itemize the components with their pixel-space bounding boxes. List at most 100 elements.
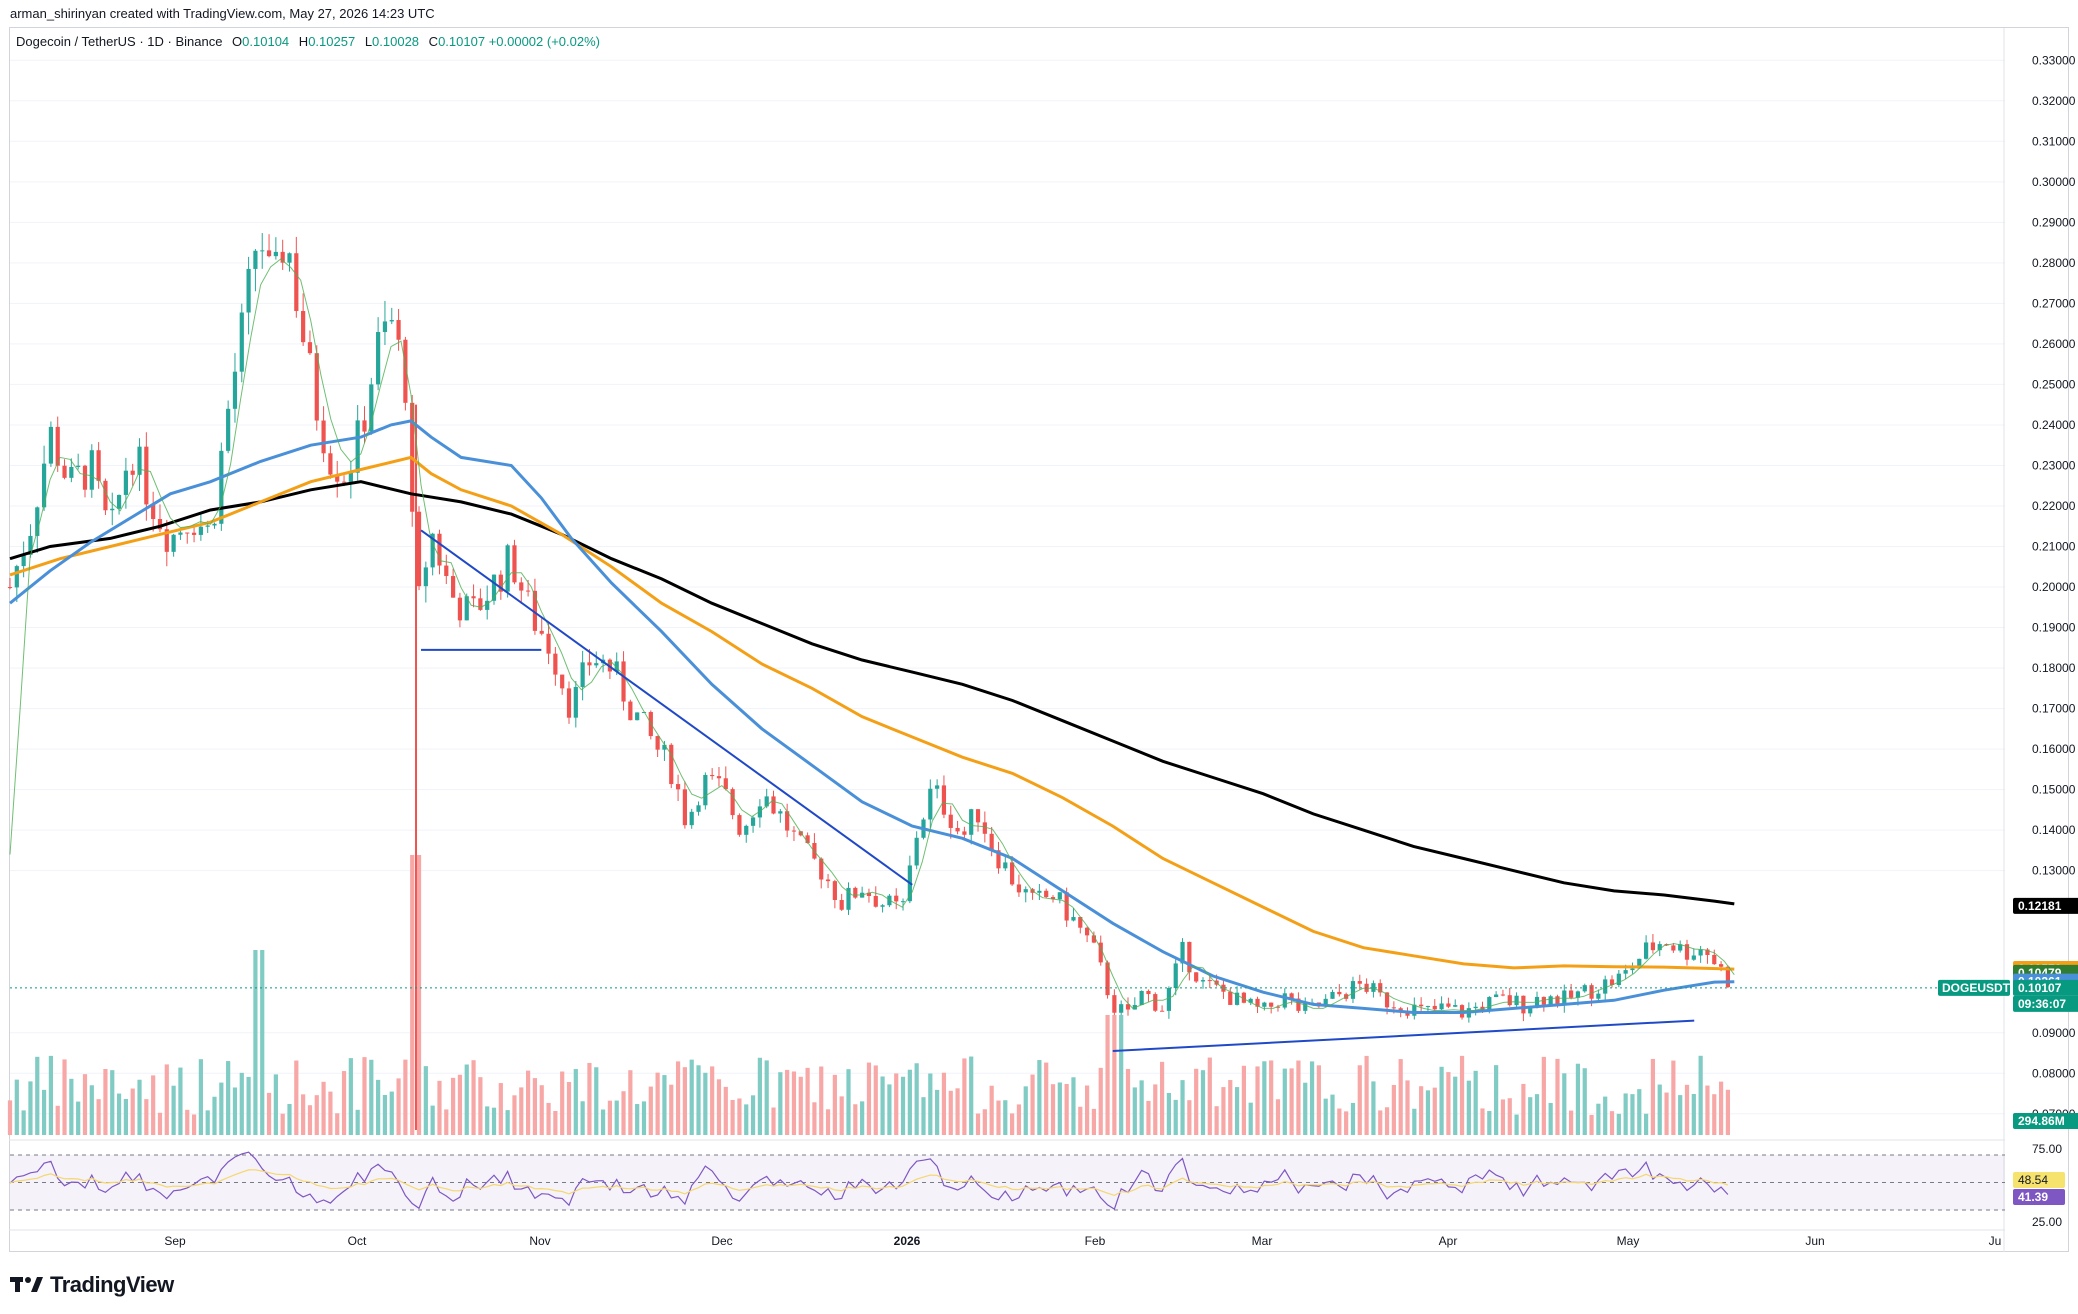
volume-bar [996, 1100, 1001, 1135]
volume-bar [1705, 1085, 1710, 1135]
volume-bar [1616, 1113, 1621, 1135]
volume-bar [1166, 1092, 1172, 1135]
volume-bar [948, 1090, 953, 1135]
candle-body [1718, 964, 1724, 967]
candle-body [478, 598, 483, 610]
volume-bar [1459, 1055, 1465, 1135]
volume-bar [689, 1059, 694, 1135]
x-tick-label: Ju [1989, 1234, 2002, 1248]
volume-bar [1391, 1085, 1396, 1135]
volume-bar [812, 1102, 817, 1135]
volume-bar [1119, 1015, 1124, 1135]
volume-bar [1398, 1059, 1403, 1135]
volume-bar [1371, 1081, 1376, 1135]
volume-bar [1514, 1114, 1519, 1135]
volume-bar [853, 1104, 858, 1135]
candle-body [1623, 970, 1628, 974]
volume-bar [403, 1059, 408, 1135]
volume-bar [76, 1101, 81, 1135]
y-tick-label: 0.08000 [2032, 1066, 2076, 1080]
volume-bar [232, 1087, 238, 1135]
volume-bar [1309, 1061, 1315, 1135]
candle-body [1698, 949, 1703, 956]
volume-bar [1541, 1056, 1546, 1135]
candle-body [1555, 996, 1560, 1006]
candle-body [1678, 944, 1683, 951]
candle-body [355, 420, 360, 473]
volume-bar [955, 1088, 960, 1135]
candle-body [723, 778, 728, 790]
volume-bar [437, 1080, 442, 1135]
change-value: +0.00002 (+0.02%) [488, 34, 600, 49]
candle-body [1725, 966, 1731, 988]
candle-body [969, 809, 974, 835]
trendline [420, 529, 913, 886]
volume-bar [1241, 1065, 1246, 1135]
candle-body [737, 815, 742, 835]
volume-bar [791, 1071, 797, 1135]
x-tick-label: Dec [711, 1234, 732, 1248]
candle-body [1575, 991, 1581, 998]
y-tick-label: 0.15000 [2032, 783, 2076, 797]
volume-bar [69, 1078, 74, 1135]
y-tick-label: 0.16000 [2032, 742, 2076, 756]
candle-body [880, 905, 885, 907]
candle-body [819, 858, 824, 880]
candle-body [307, 342, 313, 354]
candle-body [1269, 1002, 1274, 1007]
volume-bar [600, 1109, 606, 1135]
candle-body [982, 822, 987, 834]
volume-bar [710, 1066, 715, 1135]
candle-body [873, 896, 878, 907]
x-tick-label: Mar [1252, 1234, 1273, 1248]
candle-body [1078, 917, 1083, 928]
volume-bar [1330, 1094, 1335, 1135]
candle-body [1712, 954, 1717, 965]
candle-body [103, 480, 108, 511]
volume-bar [614, 1100, 619, 1135]
candle-body [1262, 1002, 1267, 1007]
candle-body [328, 453, 333, 475]
candle-body [628, 701, 633, 721]
candle-body [778, 811, 783, 814]
candle-body [321, 420, 326, 454]
volume-bar [1609, 1111, 1615, 1135]
candle-body [137, 446, 142, 475]
candle-body [1500, 994, 1506, 996]
candle-body [1684, 944, 1690, 960]
candle-body [696, 805, 701, 812]
candle-body [566, 688, 572, 718]
candle-body [1603, 979, 1608, 994]
candle-body [273, 251, 278, 257]
volume-bar [273, 1074, 278, 1135]
candle-body [416, 511, 422, 587]
volume-bar [14, 1079, 19, 1135]
volume-bar [376, 1079, 381, 1135]
volume-bar [1071, 1077, 1076, 1135]
candle-body [573, 686, 578, 718]
volume-bar [103, 1069, 108, 1135]
volume-bar [730, 1099, 735, 1135]
volume-bar [348, 1058, 353, 1135]
volume-bar [525, 1070, 531, 1135]
volume-bar [594, 1067, 599, 1135]
volume-bar [1466, 1080, 1471, 1135]
volume-bar [887, 1084, 892, 1135]
candle-body [1514, 995, 1519, 1006]
volume-bar [1064, 1083, 1069, 1135]
volume-bar [839, 1096, 844, 1135]
close-value: 0.10107 [438, 34, 486, 49]
candle-body [430, 533, 435, 568]
candle-body [28, 535, 33, 555]
volume-bar [989, 1085, 994, 1135]
volume-bar [566, 1082, 572, 1135]
volume-bar [212, 1096, 217, 1135]
candle-body [1255, 998, 1260, 1007]
candle-body [1705, 949, 1710, 955]
volume-bar [1214, 1106, 1219, 1135]
candle-body [750, 817, 756, 826]
candle-body [1528, 1007, 1533, 1014]
volume-bar [1173, 1099, 1178, 1135]
volume-bar [1405, 1080, 1410, 1135]
